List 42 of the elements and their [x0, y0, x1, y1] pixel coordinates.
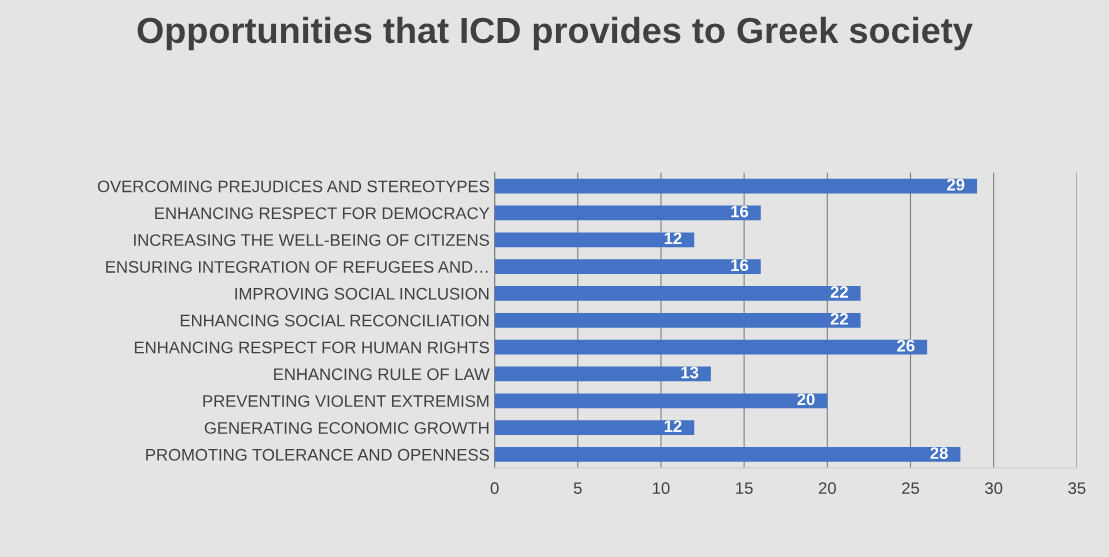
y-tick-label: PREVENTING VIOLENT EXTREMISM: [203, 395, 489, 407]
bar: [494, 259, 761, 274]
data-label: 16: [731, 205, 749, 218]
data-label: 20: [797, 393, 815, 406]
y-tick-label: ENHANCING RESPECT FOR HUMAN RIGHTS: [134, 341, 489, 354]
data-label: 22: [830, 286, 848, 298]
bar: [494, 366, 711, 382]
bar: [494, 393, 828, 409]
x-tick-label: 20: [818, 482, 836, 495]
y-tick-label: OVERCOMING PREJUDICES AND STEREOTYPES: [97, 180, 489, 193]
x-tick-label: 15: [736, 482, 753, 495]
bar: [494, 205, 761, 221]
chart-title: Opportunities that ICD provides to Greek society: [137, 16, 973, 51]
bar: [494, 312, 861, 328]
data-label: 12: [664, 420, 682, 432]
x-tick-label: 25: [902, 482, 920, 495]
y-tick-label: ENSURING INTEGRATION OF REFUGEES AND…: [106, 261, 488, 273]
bar: [494, 232, 695, 248]
bar: [494, 286, 861, 301]
data-label: 29: [947, 178, 965, 191]
y-tick-label: GENERATING ECONOMIC GROWTH: [204, 422, 489, 434]
data-label: 16: [731, 259, 749, 272]
y-tick-label: INCREASING THE WELL-BEING OF CITIZENS: [134, 234, 489, 246]
y-tick-label: PROMOTING TOLERANCE AND OPENNESS: [146, 448, 489, 461]
y-tick-label: ENHANCING SOCIAL RECONCILIATION: [180, 314, 489, 327]
data-label: 13: [681, 366, 699, 379]
bar: [494, 447, 961, 462]
y-tick-label: IMPROVING SOCIAL INCLUSION: [235, 287, 489, 300]
x-tick-label: 5: [573, 482, 582, 495]
y-tick-label: ENHANCING RULE OF LAW: [274, 368, 490, 381]
bar: [494, 339, 928, 355]
y-tick-label: ENHANCING RESPECT FOR DEMOCRACY: [155, 207, 490, 220]
data-label: 22: [830, 312, 848, 325]
data-label: 26: [897, 339, 915, 352]
x-tick-label: 35: [1068, 482, 1086, 495]
data-label: 28: [930, 447, 948, 459]
bar: [494, 178, 978, 194]
x-tick-label: 10: [652, 482, 670, 495]
x-tick-label: 0: [490, 482, 499, 495]
x-tick-label: 30: [985, 482, 1003, 495]
bar: [494, 420, 695, 435]
data-label: 12: [664, 232, 682, 245]
